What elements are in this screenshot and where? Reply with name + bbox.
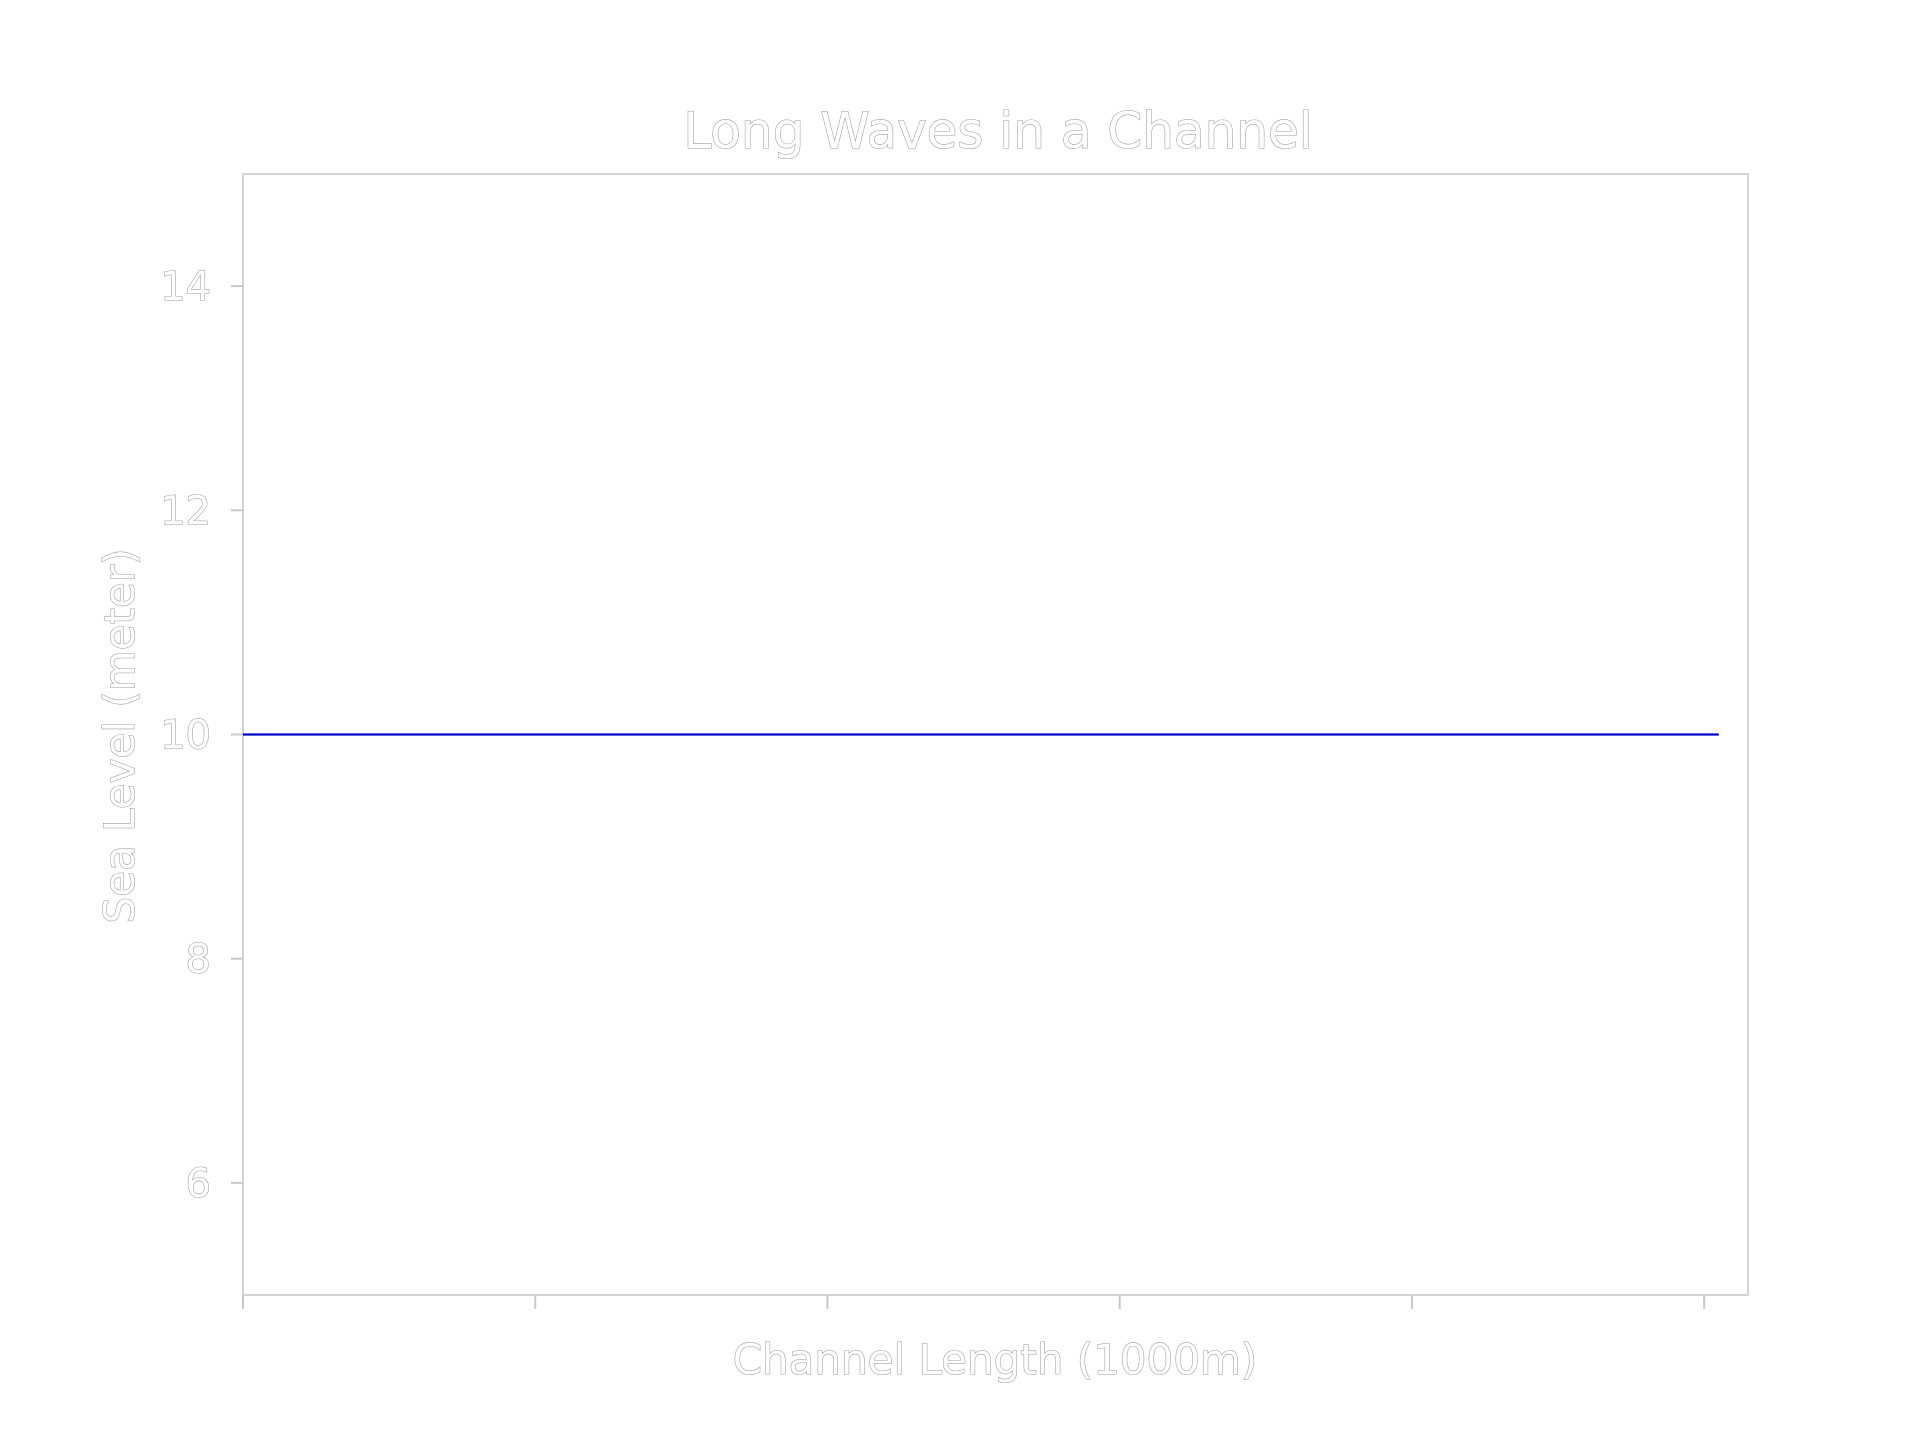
- x-axis: [242, 1295, 1706, 1309]
- y-axis-label: Sea Level (meter): [95, 549, 144, 924]
- y-tick-label: 14: [160, 264, 211, 310]
- y-axis: 6 8 10 12 14: [160, 264, 243, 1207]
- y-tick-label: 8: [186, 937, 211, 983]
- chart-title: Long Waves in a Channel: [683, 102, 1312, 160]
- x-axis-label: Channel Length (1000m): [733, 1335, 1258, 1384]
- y-tick-label: 12: [160, 488, 211, 534]
- y-tick-label: 6: [186, 1161, 211, 1207]
- y-tick-label: 10: [160, 713, 211, 759]
